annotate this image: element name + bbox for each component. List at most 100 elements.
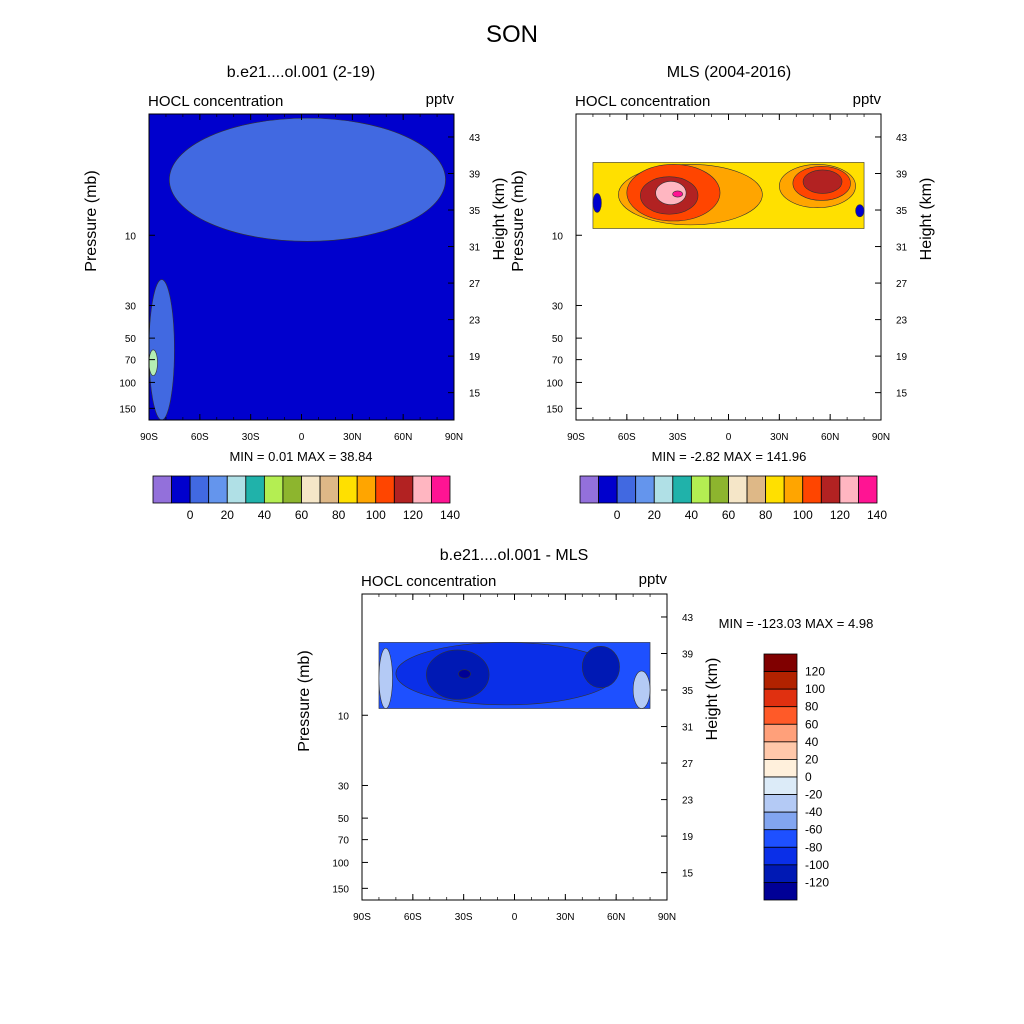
y-right-tick-label: 31 (469, 243, 481, 254)
colorbar-box (616, 475, 637, 504)
y-right-tick-label: 35 (469, 206, 481, 217)
x-tick-label: 60N (821, 432, 839, 443)
colorbar-label: 0 (805, 770, 812, 784)
y-tick-label: 100 (332, 858, 349, 869)
contour-region (378, 647, 393, 709)
x-tick-label: 60S (404, 912, 422, 923)
y-right-tick-label: 15 (896, 389, 908, 400)
contour-field (362, 594, 667, 900)
colorbar-label: 0 (187, 508, 194, 522)
contour-field (576, 114, 881, 420)
y-tick-label: 70 (125, 356, 137, 367)
x-tick-label: 30N (770, 432, 788, 443)
x-tick-label: 60N (394, 432, 412, 443)
colorbar: 120 100 80 60 40 20 0 -20 -40 -60 -80 -100 -120 (763, 653, 829, 901)
colorbar-box (245, 475, 265, 504)
x-tick-label: 90S (567, 432, 585, 443)
colorbar-box (763, 829, 798, 848)
colorbar-label: 140 (440, 508, 460, 522)
x-tick-label: 60S (191, 432, 209, 443)
y-right-tick-label: 43 (682, 613, 694, 624)
x-tick-label: 30S (669, 432, 687, 443)
y-axis-label: Pressure (mb) (510, 170, 527, 271)
colorbar-box (319, 475, 340, 504)
colorbar-label: 140 (867, 508, 887, 522)
colorbar-box (763, 864, 798, 883)
plot-background (576, 114, 881, 420)
colorbar-label: 120 (805, 665, 825, 679)
colorbar-box (226, 475, 247, 504)
colorbar-box (763, 794, 798, 813)
colorbar-box (709, 475, 729, 504)
colorbar-box (189, 475, 210, 504)
colorbar-label: 20 (648, 508, 662, 522)
colorbar-label: -100 (805, 858, 829, 872)
chart-panel-1: 90S 60S 30S 0 30N 60N 90N103050701001504339353… (83, 64, 508, 522)
y-right-tick-label: 19 (682, 832, 694, 843)
contour-region (581, 646, 620, 689)
colorbar-box (338, 475, 358, 504)
y-right-tick-label: 15 (682, 869, 694, 880)
y-tick-label: 100 (546, 378, 563, 389)
y-right-tick-label: 27 (682, 759, 694, 770)
y-tick-label: 30 (552, 301, 564, 312)
x-tick-label: 60S (618, 432, 636, 443)
y-axis-label: Pressure (mb) (83, 170, 100, 271)
contour-region (426, 649, 490, 700)
y-right-tick-label: 19 (896, 352, 908, 363)
colorbar-box (282, 475, 302, 504)
contour-field (149, 114, 454, 420)
colorbar-label: 80 (805, 700, 819, 714)
colorbar-box (746, 475, 767, 504)
colorbar-box (763, 846, 798, 866)
contour-region (592, 193, 602, 213)
figure-title: SON (486, 21, 538, 48)
right-string: pptv (426, 91, 455, 108)
x-tick-label: 0 (512, 912, 518, 923)
y-tick-label: 150 (332, 884, 349, 895)
colorbar-label: 40 (805, 735, 819, 749)
colorbar-label: 80 (759, 508, 773, 522)
colorbar-box (375, 475, 395, 504)
colorbar-box (763, 723, 798, 743)
y-right-tick-label: 27 (896, 279, 908, 290)
colorbar-box (579, 475, 599, 504)
contour-region (672, 190, 684, 198)
y-tick-label: 150 (119, 404, 136, 415)
y-right-tick-label: 23 (896, 316, 908, 327)
y-right-tick-label: 19 (469, 352, 481, 363)
y-axis-label: Pressure (mb) (296, 650, 313, 751)
colorbar-box (763, 759, 798, 778)
colorbar-box (171, 475, 191, 504)
min-max-text: MIN = -2.82 MAX = 141.96 (652, 449, 807, 464)
colorbar-box (356, 475, 377, 504)
colorbar-box (152, 475, 172, 504)
colorbar-box (763, 811, 798, 831)
panel-title: b.e21....ol.001 - MLS (440, 547, 589, 564)
colorbar-label: 40 (685, 508, 699, 522)
x-tick-label: 90N (658, 912, 676, 923)
panel-title: MLS (2004-2016) (667, 64, 792, 81)
y-tick-label: 30 (125, 301, 137, 312)
y-right-axis-label: Height (km) (704, 658, 721, 741)
colorbar: 0 20 40 60 80 100 120 140 (152, 475, 460, 522)
y-tick-label: 50 (552, 334, 564, 345)
colorbar-box (763, 741, 798, 760)
y-right-tick-label: 39 (682, 649, 694, 660)
colorbar-box (653, 475, 674, 504)
y-right-axis-label: Height (km) (918, 178, 935, 261)
colorbar-label: 60 (295, 508, 309, 522)
y-right-tick-label: 23 (682, 796, 694, 807)
contour-region (169, 117, 446, 242)
contour-region (149, 279, 175, 420)
y-right-tick-label: 15 (469, 389, 481, 400)
y-tick-label: 100 (119, 378, 136, 389)
x-tick-label: 30N (556, 912, 574, 923)
colorbar-label: 120 (403, 508, 423, 522)
colorbar-label: 60 (722, 508, 736, 522)
y-tick-label: 70 (338, 836, 350, 847)
colorbar-box (763, 688, 798, 708)
colorbar-label: 100 (793, 508, 813, 522)
right-string: pptv (853, 91, 882, 108)
y-tick-label: 10 (338, 711, 350, 722)
